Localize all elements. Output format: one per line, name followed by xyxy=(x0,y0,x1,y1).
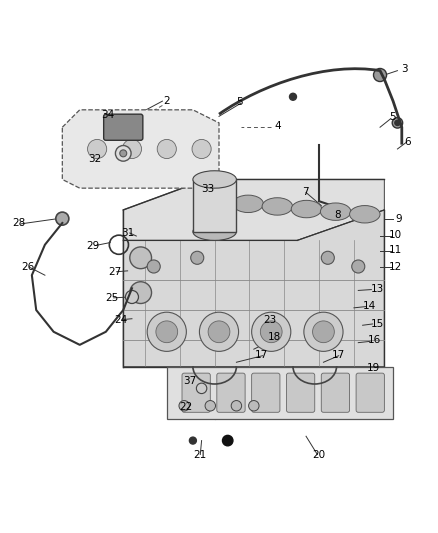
Circle shape xyxy=(179,400,189,411)
Text: 17: 17 xyxy=(332,350,345,360)
Ellipse shape xyxy=(204,192,234,210)
Text: 6: 6 xyxy=(404,138,411,148)
Text: 32: 32 xyxy=(88,154,102,164)
Ellipse shape xyxy=(350,206,380,223)
Polygon shape xyxy=(123,210,385,367)
Circle shape xyxy=(192,140,211,158)
FancyBboxPatch shape xyxy=(182,373,210,413)
Ellipse shape xyxy=(321,203,351,220)
Ellipse shape xyxy=(291,200,322,218)
Text: 18: 18 xyxy=(268,333,281,342)
Text: 11: 11 xyxy=(389,245,402,255)
FancyBboxPatch shape xyxy=(104,114,143,140)
Circle shape xyxy=(130,247,152,269)
Circle shape xyxy=(260,321,282,343)
Circle shape xyxy=(189,437,196,444)
FancyBboxPatch shape xyxy=(356,373,385,413)
Circle shape xyxy=(56,212,69,225)
Text: 20: 20 xyxy=(313,449,326,459)
Text: 14: 14 xyxy=(363,301,376,311)
Circle shape xyxy=(199,312,239,351)
Ellipse shape xyxy=(262,198,293,215)
Text: 37: 37 xyxy=(184,376,197,385)
Circle shape xyxy=(122,140,141,158)
Text: 10: 10 xyxy=(389,230,402,240)
Circle shape xyxy=(223,435,233,446)
Circle shape xyxy=(156,321,178,343)
Text: 23: 23 xyxy=(264,314,277,325)
Circle shape xyxy=(313,321,334,343)
Circle shape xyxy=(205,400,215,411)
Text: 33: 33 xyxy=(201,184,214,194)
Text: 25: 25 xyxy=(105,293,119,303)
FancyBboxPatch shape xyxy=(252,373,280,413)
Text: 34: 34 xyxy=(101,110,115,120)
Circle shape xyxy=(147,312,186,351)
Text: 27: 27 xyxy=(108,266,122,277)
Text: 15: 15 xyxy=(371,319,384,329)
Circle shape xyxy=(130,282,152,303)
Text: 21: 21 xyxy=(193,449,206,459)
Circle shape xyxy=(392,118,403,128)
Circle shape xyxy=(231,400,242,411)
Text: 22: 22 xyxy=(179,402,193,411)
Text: 12: 12 xyxy=(389,262,402,271)
Text: 31: 31 xyxy=(121,228,134,238)
Ellipse shape xyxy=(233,195,263,213)
Circle shape xyxy=(374,68,387,82)
FancyBboxPatch shape xyxy=(217,373,245,413)
Circle shape xyxy=(147,260,160,273)
Circle shape xyxy=(352,260,365,273)
Circle shape xyxy=(196,383,207,393)
Text: 24: 24 xyxy=(114,314,127,325)
Circle shape xyxy=(125,290,138,303)
Text: 17: 17 xyxy=(255,350,268,360)
Text: 26: 26 xyxy=(22,262,35,272)
Text: 9: 9 xyxy=(395,214,402,224)
Bar xyxy=(167,367,393,419)
Circle shape xyxy=(321,251,334,264)
Circle shape xyxy=(249,400,259,411)
Ellipse shape xyxy=(193,223,237,240)
Text: 13: 13 xyxy=(371,284,384,294)
Text: 4: 4 xyxy=(275,121,281,131)
Bar xyxy=(193,180,237,232)
Text: 5: 5 xyxy=(237,97,243,107)
Text: 2: 2 xyxy=(163,96,170,106)
Circle shape xyxy=(395,120,400,125)
Ellipse shape xyxy=(193,171,237,188)
Circle shape xyxy=(88,140,107,158)
Circle shape xyxy=(191,251,204,264)
Text: 16: 16 xyxy=(368,335,381,345)
Circle shape xyxy=(252,312,291,351)
Circle shape xyxy=(304,312,343,351)
Text: 3: 3 xyxy=(401,64,407,74)
Polygon shape xyxy=(123,180,385,240)
Circle shape xyxy=(290,93,297,100)
Circle shape xyxy=(208,321,230,343)
Text: 28: 28 xyxy=(12,218,25,228)
Text: 5: 5 xyxy=(389,112,396,122)
Circle shape xyxy=(120,150,127,157)
Polygon shape xyxy=(62,110,219,188)
Circle shape xyxy=(116,146,131,161)
Text: 19: 19 xyxy=(367,363,380,373)
Text: 29: 29 xyxy=(86,240,99,251)
Circle shape xyxy=(157,140,177,158)
Text: 7: 7 xyxy=(302,187,308,197)
Text: 8: 8 xyxy=(335,210,341,220)
FancyBboxPatch shape xyxy=(286,373,315,413)
FancyBboxPatch shape xyxy=(321,373,350,413)
